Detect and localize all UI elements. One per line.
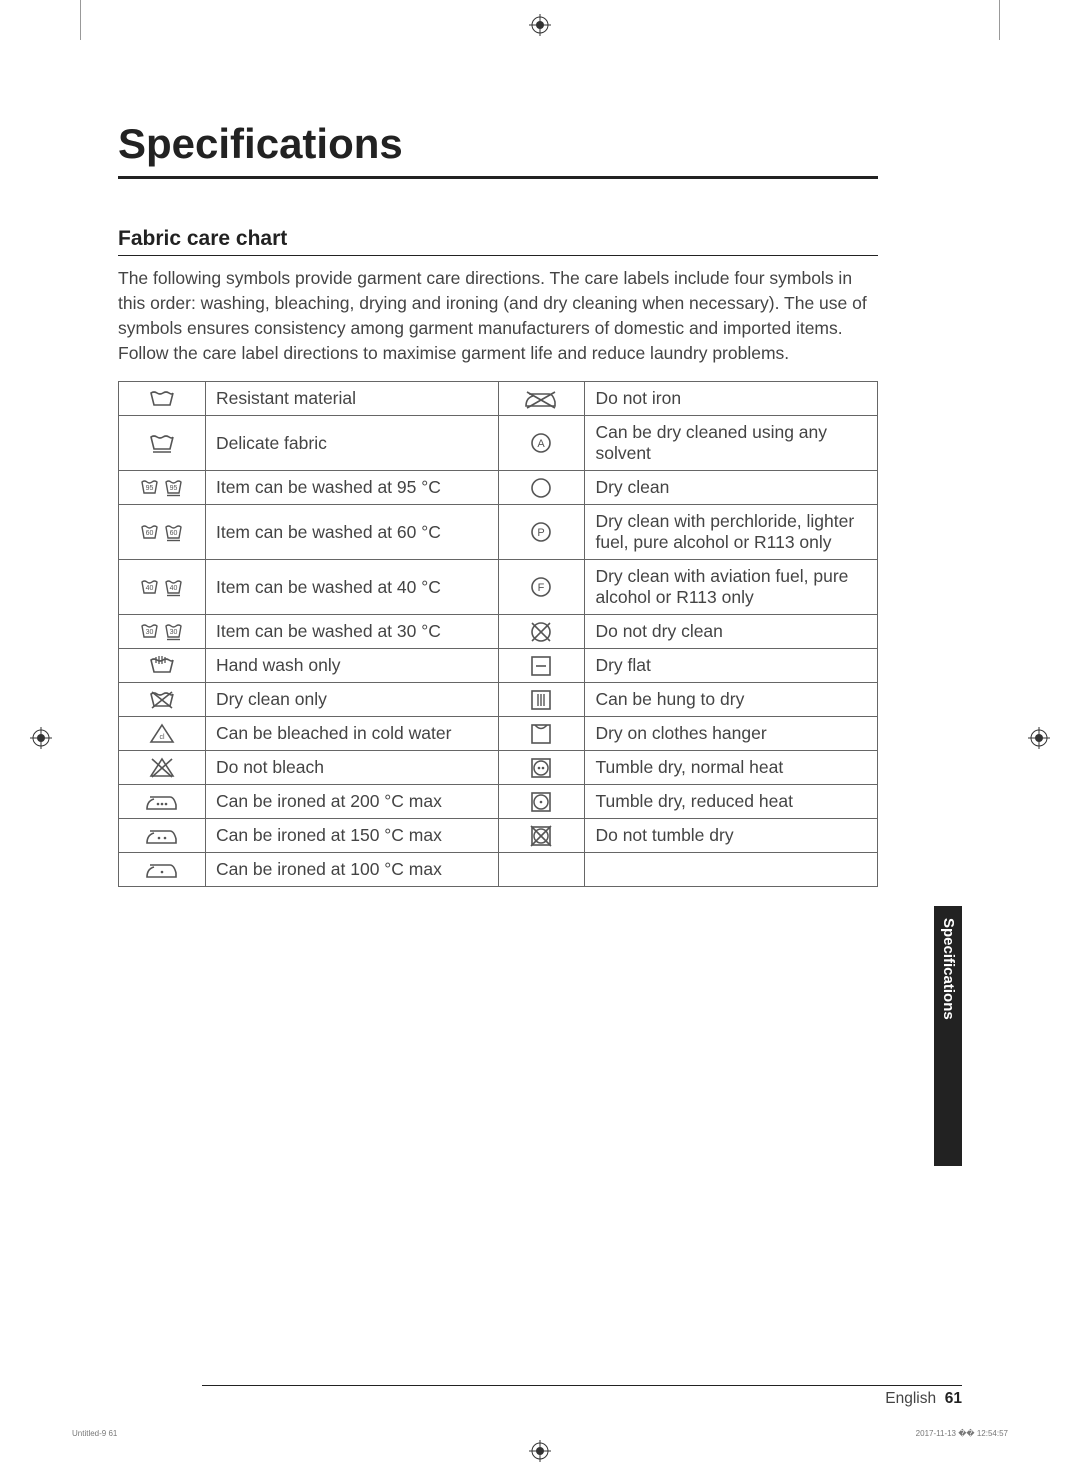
care-description: Do not tumble dry — [585, 819, 878, 853]
care-description: Item can be washed at 95 °C — [205, 471, 498, 505]
care-description: Dry on clothes hanger — [585, 717, 878, 751]
print-info-right: 2017-11-13 �� 12:54:57 — [916, 1429, 1008, 1438]
registration-mark — [1028, 727, 1050, 749]
side-tab: Specifications — [934, 906, 962, 1166]
do-not-dryclean-icon — [498, 615, 585, 649]
care-description — [585, 853, 878, 887]
care-description: Tumble dry, normal heat — [585, 751, 878, 785]
dry-flat-icon — [498, 649, 585, 683]
do-not-tumble-icon — [498, 819, 585, 853]
care-description: Resistant material — [205, 382, 498, 416]
table-row: Can be ironed at 100 °C max — [119, 853, 878, 887]
footer-language: English — [885, 1390, 936, 1407]
care-description: Can be ironed at 200 °C max — [205, 785, 498, 819]
svg-text:F: F — [538, 582, 545, 594]
care-description: Dry clean — [585, 471, 878, 505]
care-description: Can be hung to dry — [585, 683, 878, 717]
svg-text:95: 95 — [170, 485, 178, 492]
table-row: Resistant material Do not iron — [119, 382, 878, 416]
do-not-iron-icon — [498, 382, 585, 416]
care-description: Item can be washed at 60 °C — [205, 505, 498, 560]
table-row: Do not bleach Tumble dry, normal heat — [119, 751, 878, 785]
table-row: 40 40 Item can be washed at 40 °C F Dry clea… — [119, 560, 878, 615]
crop-mark — [999, 0, 1000, 40]
registration-mark — [529, 14, 551, 36]
wash-30-icon: 30 30 — [119, 615, 206, 649]
registration-mark — [529, 1440, 551, 1462]
tumble-normal-icon — [498, 751, 585, 785]
care-description: Do not bleach — [205, 751, 498, 785]
dryclean-only-icon — [119, 683, 206, 717]
svg-text:A: A — [538, 438, 546, 450]
care-description: Item can be washed at 40 °C — [205, 560, 498, 615]
do-not-bleach-icon — [119, 751, 206, 785]
svg-text:95: 95 — [146, 485, 154, 492]
print-info-left: Untitled-9 61 — [72, 1429, 117, 1438]
page-content: Specifications Fabric care chart The fol… — [118, 120, 878, 887]
empty-icon — [498, 853, 585, 887]
table-row: Can be ironed at 200 °C max Tumble dry, r… — [119, 785, 878, 819]
svg-text:cl: cl — [159, 734, 165, 741]
table-row: cl Can be bleached in cold water Dry on cl… — [119, 717, 878, 751]
svg-text:40: 40 — [146, 585, 154, 592]
table-row: Delicate fabric A Can be dry cleaned using… — [119, 416, 878, 471]
care-description: Can be bleached in cold water — [205, 717, 498, 751]
care-description: Delicate fabric — [205, 416, 498, 471]
svg-text:60: 60 — [146, 530, 154, 537]
care-description: Hand wash only — [205, 649, 498, 683]
wash-60-icon: 60 60 — [119, 505, 206, 560]
crop-mark — [80, 0, 81, 40]
hanger-dry-icon — [498, 717, 585, 751]
footer-page-number: 61 — [945, 1390, 962, 1407]
dryclean-a-icon: A — [498, 416, 585, 471]
tumble-reduced-icon — [498, 785, 585, 819]
dryclean-f-icon: F — [498, 560, 585, 615]
wash-resistant-icon — [119, 382, 206, 416]
care-description: Can be ironed at 100 °C max — [205, 853, 498, 887]
care-description: Dry flat — [585, 649, 878, 683]
dryclean-circle-icon — [498, 471, 585, 505]
svg-text:60: 60 — [170, 530, 178, 537]
care-description: Tumble dry, reduced heat — [585, 785, 878, 819]
hand-wash-icon — [119, 649, 206, 683]
svg-text:P: P — [538, 527, 545, 539]
care-description: Dry clean with aviation fuel, pure alcoh… — [585, 560, 878, 615]
table-row: Hand wash only Dry flat — [119, 649, 878, 683]
intro-text: The following symbols provide garment ca… — [118, 266, 878, 365]
bleach-ok-icon: cl — [119, 717, 206, 751]
dryclean-p-icon: P — [498, 505, 585, 560]
wash-delicate-icon — [119, 416, 206, 471]
hang-dry-icon — [498, 683, 585, 717]
table-row: 60 60 Item can be washed at 60 °C P Dry clea… — [119, 505, 878, 560]
care-description: Do not iron — [585, 382, 878, 416]
wash-95-icon: 95 95 — [119, 471, 206, 505]
table-row: Can be ironed at 150 °C max Do not tumble… — [119, 819, 878, 853]
care-description: Dry clean only — [205, 683, 498, 717]
care-description: Dry clean with perchloride, lighter fuel… — [585, 505, 878, 560]
svg-text:30: 30 — [170, 629, 178, 636]
svg-text:30: 30 — [146, 629, 154, 636]
care-description: Item can be washed at 30 °C — [205, 615, 498, 649]
table-row: 30 30 Item can be washed at 30 °C Do not dr… — [119, 615, 878, 649]
table-row: Dry clean only Can be hung to dry — [119, 683, 878, 717]
wash-40-icon: 40 40 — [119, 560, 206, 615]
svg-text:40: 40 — [170, 585, 178, 592]
page-title: Specifications — [118, 120, 878, 179]
registration-mark — [30, 727, 52, 749]
care-description: Can be dry cleaned using any solvent — [585, 416, 878, 471]
page-footer: English 61 — [202, 1385, 962, 1408]
iron-100-icon — [119, 853, 206, 887]
section-title: Fabric care chart — [118, 227, 878, 256]
iron-200-icon — [119, 785, 206, 819]
care-description: Do not dry clean — [585, 615, 878, 649]
care-description: Can be ironed at 150 °C max — [205, 819, 498, 853]
table-row: 95 95 Item can be washed at 95 °C Dry clean — [119, 471, 878, 505]
fabric-care-table: Resistant materialDo not ironDelicate fa… — [118, 381, 878, 887]
iron-150-icon — [119, 819, 206, 853]
